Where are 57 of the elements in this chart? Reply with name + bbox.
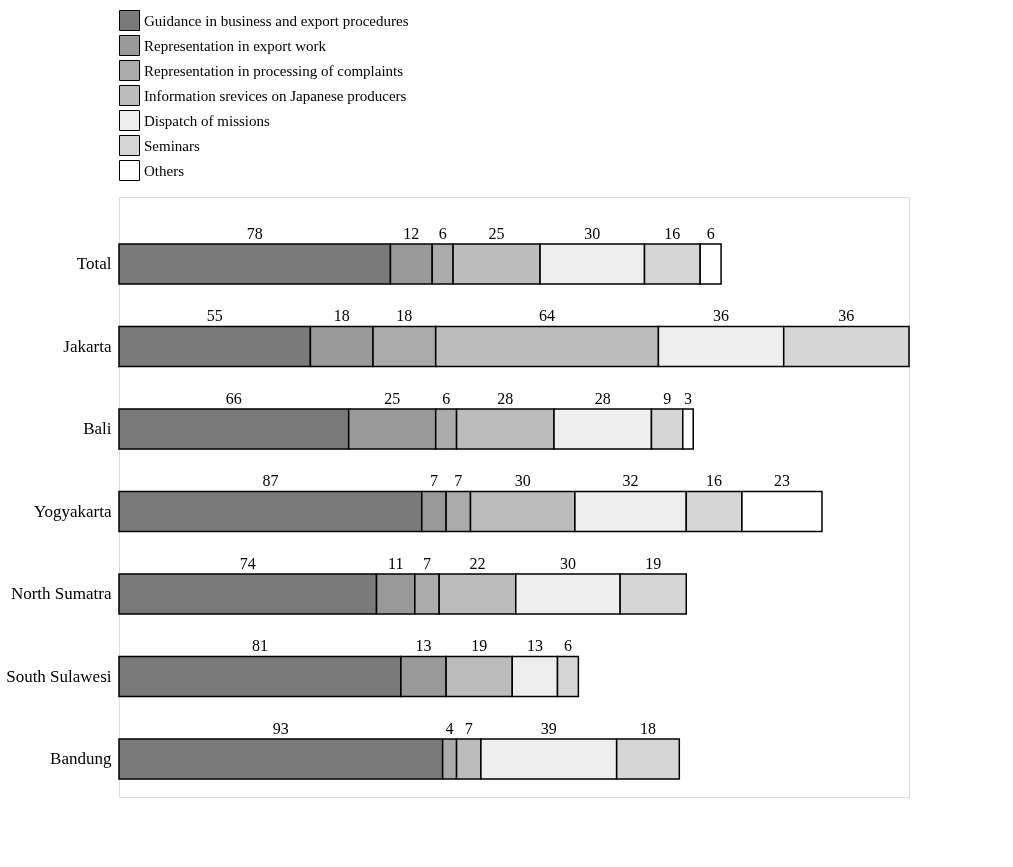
data-label: 30 bbox=[514, 472, 531, 490]
data-label: 22 bbox=[469, 554, 486, 572]
data-label: 12 bbox=[403, 224, 420, 242]
data-label: 19 bbox=[471, 637, 488, 655]
data-label: 13 bbox=[415, 637, 432, 655]
data-label: 87 bbox=[262, 472, 279, 490]
data-label: 36 bbox=[838, 307, 855, 325]
data-label: 6 bbox=[706, 224, 715, 242]
legend-label: Information srevices on Japanese producers bbox=[144, 87, 407, 104]
data-label: 30 bbox=[584, 224, 601, 242]
data-label: 7 bbox=[423, 554, 431, 572]
data-label: 25 bbox=[384, 389, 401, 407]
y-tick-label: Total bbox=[76, 254, 112, 274]
data-label: 64 bbox=[539, 307, 556, 325]
data-label: 81 bbox=[251, 637, 268, 655]
data-label: 18 bbox=[396, 307, 413, 325]
data-label: 28 bbox=[594, 389, 611, 407]
data-label: 55 bbox=[206, 307, 223, 325]
data-label: 66 bbox=[225, 389, 242, 407]
data-label: 18 bbox=[333, 307, 350, 325]
legend-label: Guidance in business and export procedures bbox=[144, 12, 409, 29]
data-label: 7 bbox=[429, 472, 438, 490]
data-label: 28 bbox=[497, 389, 514, 407]
data-label: 36 bbox=[713, 307, 730, 325]
data-label: 4 bbox=[445, 719, 454, 737]
data-label: 18 bbox=[639, 719, 656, 737]
legend-label: Seminars bbox=[144, 137, 200, 154]
y-tick-label: Bali bbox=[83, 419, 112, 439]
data-label: 7 bbox=[454, 472, 463, 490]
data-label: 16 bbox=[706, 472, 723, 490]
data-label: 9 bbox=[663, 389, 672, 407]
data-label: 19 bbox=[645, 554, 662, 572]
y-tick-label: South Sulawesi bbox=[6, 666, 112, 686]
legend-label: Dispatch of missions bbox=[144, 112, 270, 129]
data-label: 13 bbox=[526, 637, 543, 655]
data-label: 6 bbox=[442, 389, 451, 407]
data-label: 7 bbox=[464, 719, 473, 737]
data-label: 32 bbox=[622, 472, 639, 490]
data-label: 16 bbox=[664, 224, 681, 242]
data-label: 23 bbox=[773, 472, 790, 490]
data-label: 74 bbox=[239, 554, 256, 572]
data-label: 78 bbox=[246, 224, 263, 242]
data-label: 25 bbox=[488, 224, 505, 242]
y-tick-label: North Sumatra bbox=[10, 584, 112, 604]
legend-label: Representation in export work bbox=[144, 37, 327, 54]
data-label: 11 bbox=[387, 554, 404, 572]
data-label: 93 bbox=[272, 719, 289, 737]
data-label: 39 bbox=[540, 719, 557, 737]
legend-label: Representation in processing of complaints bbox=[144, 62, 404, 79]
data-label: 30 bbox=[559, 554, 576, 572]
legend-label: Others bbox=[144, 162, 185, 179]
data-label: 3 bbox=[684, 389, 693, 407]
data-label: 6 bbox=[563, 637, 572, 655]
y-tick-label: Jakarta bbox=[63, 336, 112, 356]
y-tick-label: Bandung bbox=[50, 749, 112, 769]
data-label: 6 bbox=[438, 224, 447, 242]
y-tick-label: Yogyakarta bbox=[33, 501, 112, 521]
